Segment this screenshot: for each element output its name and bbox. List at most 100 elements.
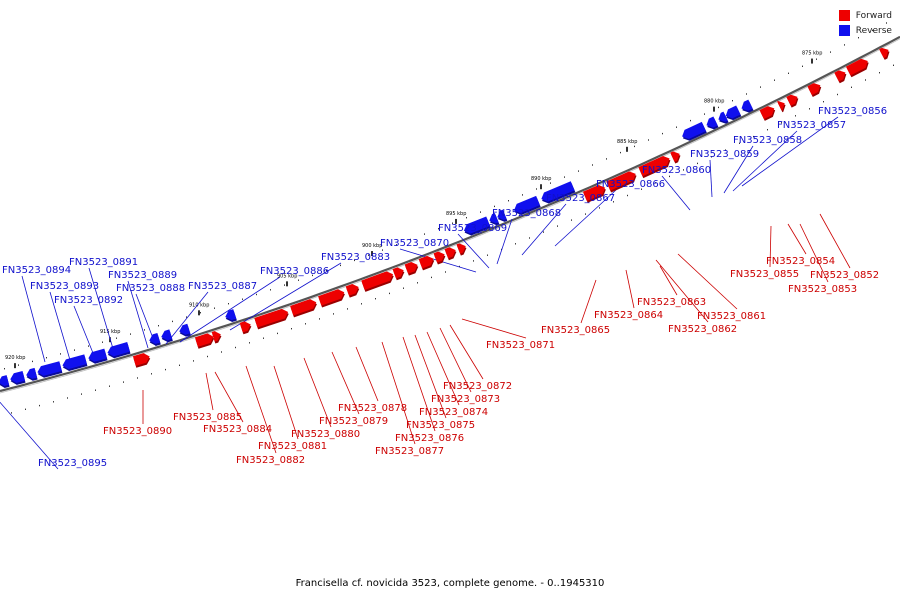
leader-line xyxy=(273,365,299,440)
leader-line xyxy=(819,213,851,269)
tick-dot xyxy=(522,194,523,196)
scale-ticks: 875 kbp 880 kbp 885 kbp 890 kbp 895 kbp 900 k… xyxy=(5,51,822,369)
forward-gene-arrow xyxy=(879,47,890,60)
forward-gene-arrow xyxy=(211,331,222,344)
tick-dot xyxy=(809,108,810,110)
tick-dot xyxy=(263,337,264,339)
leader-line xyxy=(0,401,59,470)
gene-label: FN3523_0887 xyxy=(188,281,257,292)
tick-dot xyxy=(676,126,677,128)
tick-label: 915 kbp xyxy=(100,329,120,335)
gene-label: FN3523_0868 xyxy=(492,208,561,219)
legend-label-forward: Forward xyxy=(855,10,892,21)
tick-label: 910 kbp xyxy=(189,302,209,308)
gene-label: FN3523_0871 xyxy=(486,340,555,351)
tick-dot xyxy=(424,233,425,235)
reverse-gene-arrow xyxy=(682,121,707,141)
gene-arrows xyxy=(0,47,890,388)
tick-dot xyxy=(4,368,5,370)
leader-line xyxy=(625,269,635,309)
tick-dot xyxy=(291,328,292,330)
tick-dot xyxy=(858,37,859,39)
leader-line xyxy=(426,331,460,406)
tick-dot xyxy=(326,269,327,272)
reverse-gene-arrow xyxy=(741,99,754,113)
tick-dot xyxy=(347,308,348,310)
tick-dot xyxy=(606,158,607,160)
forward-gene-arrow xyxy=(759,106,776,121)
gene-label: FN3523_0875 xyxy=(406,420,475,431)
tick-dot xyxy=(697,162,698,165)
tick-dot xyxy=(571,219,572,221)
reverse-gene-arrow xyxy=(718,111,729,124)
gene-label: FN3523_0865 xyxy=(541,325,610,336)
tick-dot xyxy=(837,93,838,96)
tick-dot xyxy=(620,151,621,154)
leader-line xyxy=(496,218,513,265)
gene-label: FN3523_0889 xyxy=(108,270,177,281)
tick-dot xyxy=(116,337,117,339)
legend-label-reverse: Reverse xyxy=(855,25,892,36)
tick-dot xyxy=(158,325,159,327)
tick-dot xyxy=(753,135,754,138)
tick-dot xyxy=(704,113,705,115)
tick-dot xyxy=(487,254,488,256)
backbone-line xyxy=(0,35,900,393)
tick-dot xyxy=(270,289,271,291)
gene-label: FN3523_0859 xyxy=(690,149,759,160)
gene-label: FN3523_0877 xyxy=(375,446,444,457)
tick-label: 875 kbp xyxy=(802,51,822,57)
tick-dot xyxy=(200,312,201,314)
legend: Forward Reverse xyxy=(838,8,892,38)
forward-gene-arrow xyxy=(807,83,822,97)
tick-dot xyxy=(333,313,334,315)
leader-line xyxy=(127,280,149,349)
tick-dot xyxy=(879,72,880,74)
forward-gene-arrow xyxy=(404,261,419,276)
leader-line xyxy=(677,253,738,310)
forward-gene-arrow xyxy=(606,171,637,193)
tick-dot xyxy=(725,149,726,151)
tick-dot xyxy=(515,243,516,245)
tick-dot xyxy=(25,408,26,410)
gene-label: FN3523_0867 xyxy=(546,193,615,204)
tick-dot xyxy=(732,100,733,102)
tick-dot xyxy=(459,265,460,268)
legend-item-reverse: Reverse xyxy=(838,23,892,38)
gene-label: FN3523_0894 xyxy=(2,265,71,276)
tick-dot xyxy=(718,106,719,109)
leader-line xyxy=(769,225,772,268)
forward-gene-arrow xyxy=(254,308,289,330)
tick-dot xyxy=(74,349,75,351)
tick-label: 905 kbp xyxy=(277,273,297,279)
leader-line xyxy=(439,327,472,393)
tick-dot xyxy=(802,65,803,67)
forward-gene-arrow xyxy=(834,70,847,84)
tick-dot xyxy=(298,279,299,281)
tick-dot xyxy=(32,360,33,363)
gene-label: FN3523_0873 xyxy=(431,394,500,405)
gene-label: FN3523_0891 xyxy=(69,257,138,268)
reverse-gene-arrow xyxy=(706,116,719,130)
tick-mark xyxy=(540,184,542,190)
leader-line xyxy=(21,275,46,363)
tick-dot xyxy=(445,271,446,273)
forward-gene-arrow xyxy=(670,151,681,164)
tick-dot xyxy=(249,342,250,344)
tick-dot xyxy=(473,260,474,262)
gene-label: FN3523_0863 xyxy=(637,297,706,308)
forward-gene-arrow xyxy=(582,185,606,203)
tick-dot xyxy=(277,332,278,335)
tick-dot xyxy=(130,333,131,335)
gene-label: FN3523_0886 xyxy=(260,266,329,277)
gene-label: FN3523_0892 xyxy=(54,295,123,306)
leader-line xyxy=(580,279,597,324)
reverse-gene-arrow xyxy=(513,195,541,216)
tick-dot xyxy=(844,44,845,46)
leader-line xyxy=(449,324,484,380)
tick-dot xyxy=(816,58,817,60)
tick-dot xyxy=(340,264,341,267)
tick-dot xyxy=(60,353,61,355)
reverse-swatch xyxy=(838,25,850,36)
tick-mark xyxy=(455,218,457,224)
